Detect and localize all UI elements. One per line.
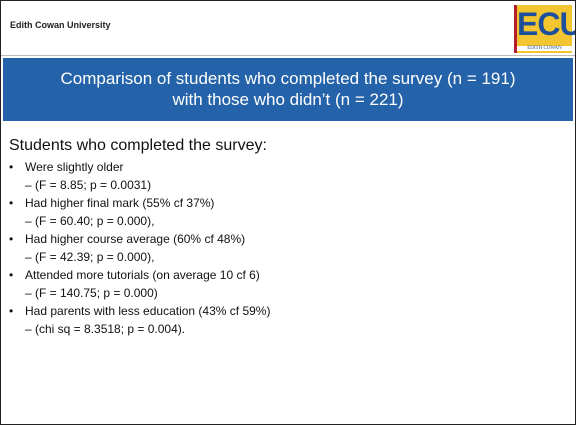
title-line: Comparison of students who completed the…	[60, 69, 516, 88]
body-heading: Students who completed the survey:	[9, 137, 267, 154]
sub-bullet: – (F = 8.85; p = 0.0031)	[25, 178, 152, 192]
sub-bullet: – (F = 140.75; p = 0.000)	[25, 286, 158, 300]
bullet: Had parents with less education (43% cf …	[9, 302, 270, 320]
bullet: Had higher final mark (55% cf 37%)	[9, 194, 270, 212]
bullet: Were slightly older	[9, 158, 270, 176]
logo: ECU EDITH COWAN	[514, 5, 576, 53]
university-name: Edith Cowan University	[10, 20, 111, 30]
sub-bullet: – (chi sq = 8.3518; p = 0.004).	[25, 322, 186, 336]
bullet: Had higher course average (60% cf 48%)	[9, 230, 270, 248]
title-bar: Comparison of students who completed the…	[3, 58, 573, 121]
logo-letters: ECU	[517, 6, 576, 42]
bullet: Attended more tutorials (on average 10 c…	[9, 266, 270, 284]
sub-bullet: – (F = 60.40; p = 0.000),	[25, 214, 155, 228]
header-rule	[1, 55, 575, 56]
title-line: with those who didn’t (n = 221)	[172, 90, 404, 109]
bullet-list: Were slightly older – (F = 8.85; p = 0.00…	[9, 158, 270, 338]
logo-caption: EDITH COWAN	[517, 46, 572, 51]
sub-bullet: – (F = 42.39; p = 0.000),	[25, 250, 155, 264]
